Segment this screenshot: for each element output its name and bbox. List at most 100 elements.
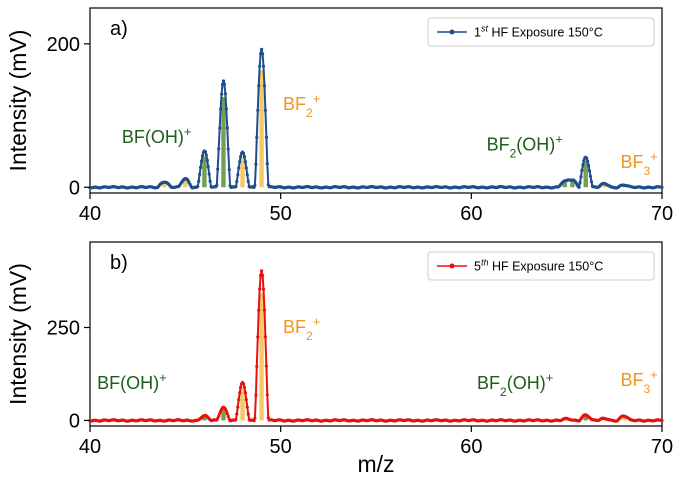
x-tick-label: 70 bbox=[651, 203, 673, 225]
data-point bbox=[256, 108, 260, 112]
data-point bbox=[578, 181, 582, 185]
data-point bbox=[261, 273, 265, 278]
species-bar bbox=[221, 97, 226, 188]
peak-annotation: BF3+ bbox=[620, 367, 657, 397]
data-point bbox=[217, 147, 221, 151]
x-tick-label: 70 bbox=[651, 436, 673, 458]
data-point bbox=[238, 391, 242, 395]
data-point bbox=[197, 179, 201, 183]
data-point bbox=[587, 169, 592, 173]
peak-annotation: BF2(OH)+ bbox=[477, 369, 553, 399]
legend: 1st HF Exposure 150°C bbox=[427, 17, 655, 47]
data-point bbox=[257, 84, 261, 88]
peak-annotation: BF2+ bbox=[283, 314, 320, 344]
data-point bbox=[218, 126, 222, 130]
data-point bbox=[261, 52, 265, 56]
data-point bbox=[200, 154, 205, 158]
data-point bbox=[244, 166, 248, 170]
data-point bbox=[263, 335, 267, 339]
data-point bbox=[238, 160, 242, 164]
species-bar bbox=[562, 182, 567, 188]
peak-annotation: BF2+ bbox=[283, 90, 320, 120]
data-point bbox=[241, 382, 246, 386]
data-point bbox=[256, 335, 260, 339]
legend-box bbox=[427, 17, 655, 47]
data-point bbox=[245, 173, 249, 177]
data-point bbox=[245, 405, 249, 409]
data-point bbox=[660, 419, 664, 423]
plot-frame bbox=[89, 241, 663, 427]
data-point bbox=[255, 135, 259, 140]
data-point bbox=[585, 156, 589, 160]
data-point bbox=[263, 108, 267, 112]
data-point bbox=[215, 183, 219, 187]
data-point bbox=[234, 185, 238, 189]
y-tick-label: 200 bbox=[47, 34, 80, 56]
data-point bbox=[255, 364, 259, 368]
peak-annotation: BF3+ bbox=[620, 148, 657, 178]
species-bar bbox=[240, 388, 245, 421]
species-bar bbox=[259, 293, 264, 421]
species-bar bbox=[621, 416, 627, 421]
data-point bbox=[235, 412, 239, 416]
data-point bbox=[206, 165, 210, 169]
legend: 5th HF Exposure 150°C bbox=[427, 251, 655, 281]
legend-swatch-marker bbox=[449, 263, 455, 269]
data-point bbox=[207, 172, 211, 176]
data-point bbox=[199, 159, 204, 163]
data-point bbox=[581, 163, 585, 167]
species-bar bbox=[583, 161, 588, 188]
data-point bbox=[224, 409, 228, 413]
data-point bbox=[253, 416, 257, 420]
data-point bbox=[239, 155, 243, 159]
x-axis-label: m/z bbox=[357, 451, 394, 477]
data-point bbox=[264, 364, 268, 368]
data-point bbox=[582, 159, 586, 163]
data-point bbox=[588, 174, 593, 178]
species-bar bbox=[162, 182, 167, 188]
data-point bbox=[265, 162, 269, 166]
data-point bbox=[261, 64, 266, 68]
data-point bbox=[257, 308, 261, 312]
data-point bbox=[246, 412, 250, 416]
species-bar bbox=[202, 416, 207, 421]
peak-annotation: BF(OH)+ bbox=[97, 369, 167, 393]
data-point bbox=[236, 173, 240, 177]
panel-a: 40 50 60 70 0 200 Intensity (mV) a) 1st HF Expos… bbox=[5, 7, 673, 225]
peak-annotation: BF(OH)+ bbox=[122, 123, 192, 147]
species-bar bbox=[240, 158, 245, 188]
data-point bbox=[223, 92, 227, 96]
data-point bbox=[219, 107, 223, 111]
y-tick-label: 250 bbox=[47, 317, 80, 339]
species-bar bbox=[602, 184, 607, 188]
data-point bbox=[243, 391, 247, 395]
data-point bbox=[264, 135, 268, 139]
species-bar bbox=[221, 409, 226, 421]
x-tick-label: 50 bbox=[270, 436, 292, 458]
data-point bbox=[265, 393, 269, 397]
data-point bbox=[205, 158, 209, 162]
species-bar bbox=[202, 156, 207, 188]
data-point bbox=[236, 405, 240, 409]
data-point bbox=[260, 47, 264, 52]
plot-frame bbox=[89, 7, 663, 194]
data-point bbox=[262, 84, 267, 88]
data-point bbox=[235, 179, 239, 184]
data-point bbox=[222, 82, 226, 86]
series-line bbox=[90, 48, 663, 189]
species-bar bbox=[183, 179, 188, 188]
data-point bbox=[243, 160, 247, 164]
y-axis-label: Intensity (mV) bbox=[5, 30, 31, 172]
data-point bbox=[220, 92, 224, 96]
data-point bbox=[253, 183, 257, 187]
data-point bbox=[579, 175, 583, 179]
panel-label: b) bbox=[110, 252, 128, 274]
data-point bbox=[586, 159, 590, 163]
data-point bbox=[242, 385, 246, 389]
legend-box bbox=[427, 251, 655, 281]
data-point bbox=[216, 167, 220, 171]
data-point bbox=[244, 398, 248, 402]
data-point bbox=[203, 150, 207, 154]
data-point bbox=[198, 172, 202, 177]
data-point bbox=[241, 151, 246, 155]
